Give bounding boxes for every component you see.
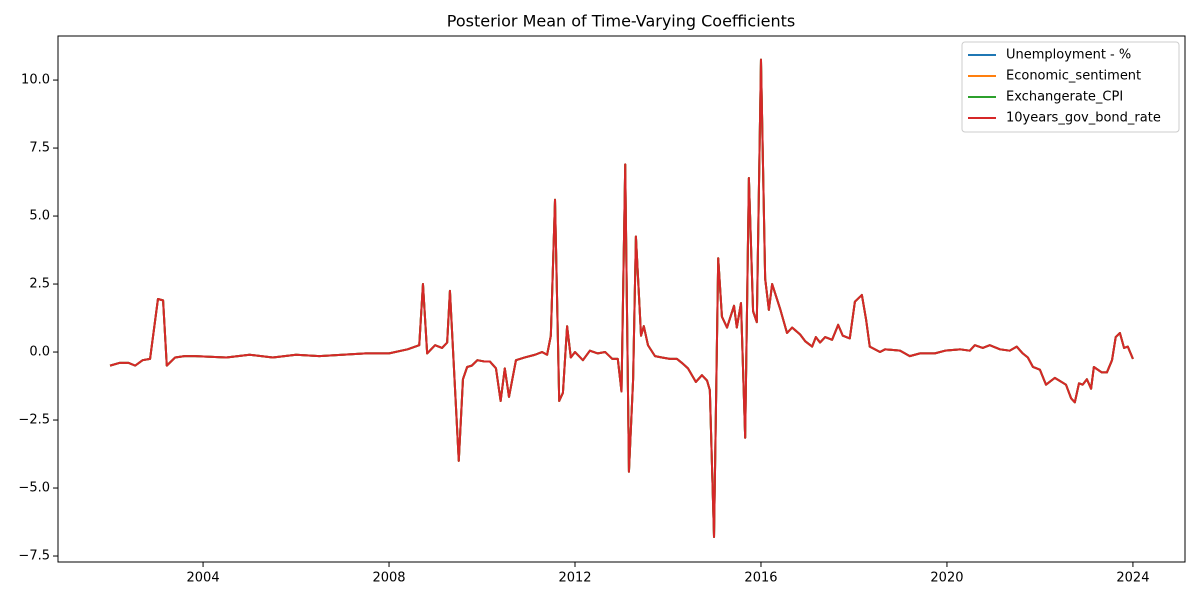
x-tick-label: 2004: [187, 571, 220, 586]
x-tick-label: 2012: [558, 571, 591, 586]
legend-label: 10years_gov_bond_rate: [1006, 111, 1161, 126]
legend-label: Economic_sentiment: [1006, 69, 1141, 84]
x-tick-label: 2020: [930, 571, 963, 586]
legend-box: [961, 41, 1180, 133]
legend-label: Unemployment - %: [1006, 48, 1131, 63]
y-tick-label: 7.5: [29, 141, 50, 156]
x-tick-label: 2016: [744, 571, 777, 586]
y-tick-label: −7.5: [18, 549, 50, 564]
x-tick-label: 2024: [1116, 571, 1149, 586]
plot-frame: [57, 35, 1186, 563]
chart-title: Posterior Mean of Time-Varying Coefficie…: [447, 12, 795, 31]
y-tick-label: 10.0: [21, 73, 50, 88]
y-tick-label: 2.5: [29, 277, 50, 292]
x-tick-label: 2008: [372, 571, 405, 586]
legend-label: Exchangerate_CPI: [1006, 90, 1123, 105]
y-tick-label: −2.5: [18, 413, 50, 428]
y-tick-label: −5.0: [18, 481, 50, 496]
y-tick-label: 0.0: [29, 345, 50, 360]
series-line: [109, 58, 1134, 538]
y-tick-label: 5.0: [29, 209, 50, 224]
